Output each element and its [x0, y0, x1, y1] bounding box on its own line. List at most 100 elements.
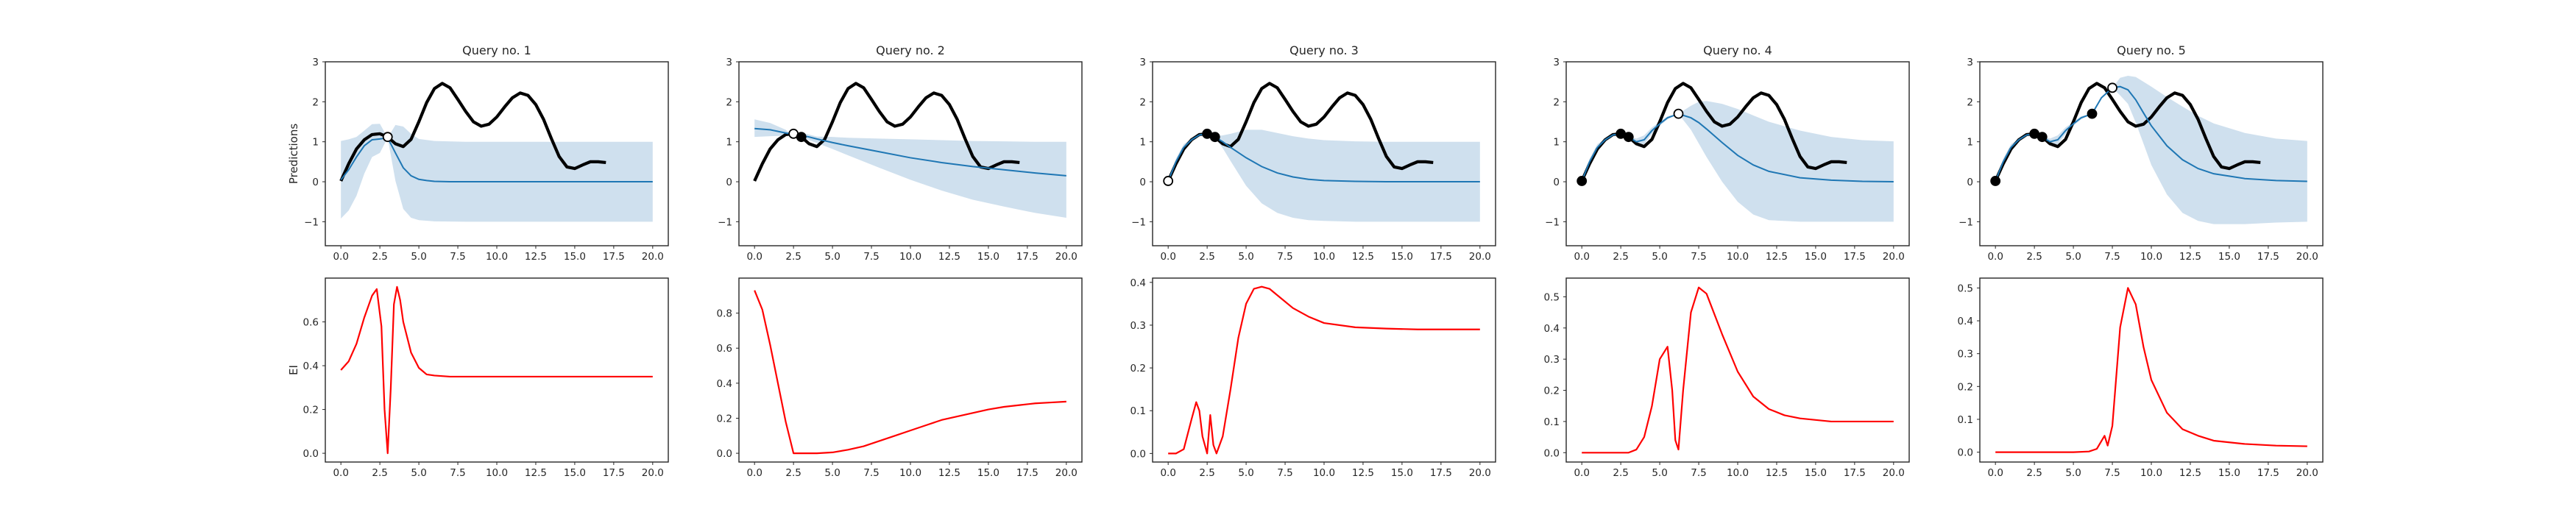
gp-panel-3: Query no. 3 0.0 2.5 5.0 7.5 10.0 12.5 15.0 17.5 2… [1131, 43, 1496, 263]
x-tick-label: 17.5 [1016, 251, 1038, 263]
y-tick-label: 0.4 [303, 360, 319, 372]
y-tick-label: 0.1 [1130, 405, 1146, 417]
x-tick-label: 2.5 [2026, 467, 2042, 479]
x-tick-label: 15.0 [1805, 251, 1827, 263]
x-tick-label: 2.5 [372, 467, 387, 479]
x-tick-label: 5.0 [1238, 251, 1253, 263]
x-tick-label: 12.5 [938, 467, 960, 479]
x-tick-label: 0.0 [1160, 251, 1175, 263]
x-tick-label: 5.0 [824, 467, 840, 479]
y-tick-label: 1 [726, 137, 732, 149]
x-tick-label: 12.5 [2179, 251, 2201, 263]
y-tick-label: 0.8 [717, 308, 732, 320]
y-tick-label: 0.4 [1130, 277, 1146, 289]
y-tick-label: 0.2 [1130, 363, 1146, 374]
y-tick-label: 0.5 [1544, 291, 1560, 303]
y-tick-label: 2 [1967, 96, 1973, 108]
x-tick-label: 2.5 [1199, 251, 1214, 263]
panel-title: Query no. 2 [876, 43, 945, 57]
gp-panel-2: Query no. 2 0.0 2.5 5.0 7.5 10.0 12.5 15.0 17.5 2… [718, 43, 1083, 263]
gp-mean-line [340, 137, 653, 183]
y-tick-label: 2 [312, 96, 319, 108]
x-tick-label: 5.0 [411, 467, 426, 479]
observed-point [796, 132, 807, 143]
x-tick-label: 0.0 [1160, 467, 1175, 479]
ei-line [1582, 286, 1894, 454]
plot-area [1994, 76, 2307, 224]
x-tick-label: 20.0 [1883, 467, 1905, 479]
y-tick-label: 3 [1553, 57, 1560, 68]
panel-title: Query no. 4 [1703, 43, 1772, 57]
ei-panel-4: 0.0 2.5 5.0 7.5 10.0 12.5 15.0 17.5 20.0 0.0 0.1 0.… [1544, 277, 1910, 479]
x-tick-label: 2.5 [2026, 251, 2042, 263]
x-tick-label: 7.5 [863, 467, 879, 479]
plot-area [1580, 82, 1894, 222]
y-tick-label: 2 [726, 96, 732, 108]
observed-point [1577, 176, 1588, 186]
axes-frame [738, 277, 1083, 463]
x-tick-label: 17.5 [1016, 467, 1038, 479]
x-tick-label: 17.5 [1844, 251, 1866, 263]
y-tick-label: 0.5 [1958, 283, 1973, 294]
y-tick-label: 3 [1967, 57, 1973, 68]
x-tick-label: 20.0 [1469, 251, 1491, 263]
y-tick-label: 0.6 [303, 317, 319, 329]
y-tick-label: 0.4 [1958, 316, 1973, 327]
panel-title: Query no. 1 [462, 43, 531, 57]
x-tick-label: 5.0 [411, 251, 426, 263]
x-tick-label: 0.0 [1574, 467, 1589, 479]
y-tick-label: 0.2 [1544, 386, 1560, 397]
y-tick-label: −1 [304, 216, 319, 228]
x-tick-label: 15.0 [2218, 467, 2240, 479]
y-tick-label: −1 [1958, 216, 1973, 228]
y-tick-label: 0.0 [1958, 447, 1973, 459]
y-tick-label: 0.0 [717, 448, 732, 460]
x-tick-label: 17.5 [603, 467, 625, 479]
x-tick-label: 20.0 [1883, 251, 1905, 263]
ei-panel-5: 0.0 2.5 5.0 7.5 10.0 12.5 15.0 17.5 20.0 0.0 0.1 0.… [1958, 277, 2324, 479]
confidence-band [1168, 129, 1480, 222]
x-tick-label: 10.0 [2140, 467, 2162, 479]
x-tick-label: 15.0 [1805, 467, 1827, 479]
plot-area [340, 285, 653, 455]
x-tick-label: 0.0 [1987, 251, 2003, 263]
x-tick-label: 0.0 [1987, 467, 2003, 479]
x-tick-label: 7.5 [2104, 251, 2120, 263]
y-tick-label: −1 [1545, 216, 1560, 228]
y-tick-label: 0.4 [1544, 323, 1560, 335]
confidence-band [341, 124, 653, 222]
x-tick-label: 20.0 [2296, 251, 2318, 263]
y-tick-label: 0.3 [1130, 320, 1146, 332]
plot-area [1582, 286, 1894, 454]
plot-area [753, 82, 1066, 218]
y-tick-label: 1 [312, 137, 319, 149]
x-tick-label: 12.5 [525, 251, 547, 263]
x-tick-label: 17.5 [1844, 467, 1866, 479]
observed-point [2087, 108, 2098, 119]
plot-area [1167, 82, 1480, 222]
ei-line [1168, 285, 1480, 455]
x-tick-label: 10.0 [2140, 251, 2162, 263]
x-tick-label: 20.0 [642, 251, 664, 263]
x-tick-label: 17.5 [2257, 251, 2279, 263]
x-tick-label: 15.0 [1391, 467, 1413, 479]
x-tick-label: 15.0 [564, 467, 586, 479]
x-tick-label: 10.0 [1727, 251, 1749, 263]
ei-panel-2: 0.0 2.5 5.0 7.5 10.0 12.5 15.0 17.5 20.0 0.0 0.2 0.… [717, 277, 1083, 479]
x-tick-label: 12.5 [1352, 251, 1374, 263]
x-tick-label: 10.0 [1727, 467, 1749, 479]
y-tick-label: 3 [312, 57, 319, 68]
x-tick-label: 15.0 [1391, 251, 1413, 263]
gp-mean-line [1995, 85, 2307, 182]
y-axis-label: Predictions [287, 124, 300, 185]
y-tick-label: 2 [1139, 96, 1146, 108]
y-tick-label: 0.0 [1130, 448, 1146, 460]
x-tick-label: 7.5 [450, 251, 465, 263]
y-tick-label: −1 [1131, 216, 1146, 228]
latest-query-point [1163, 176, 1174, 186]
y-tick-label: 0 [1553, 177, 1560, 188]
x-tick-label: 5.0 [2065, 251, 2081, 263]
x-tick-label: 0.0 [333, 467, 348, 479]
x-tick-label: 20.0 [2296, 467, 2318, 479]
